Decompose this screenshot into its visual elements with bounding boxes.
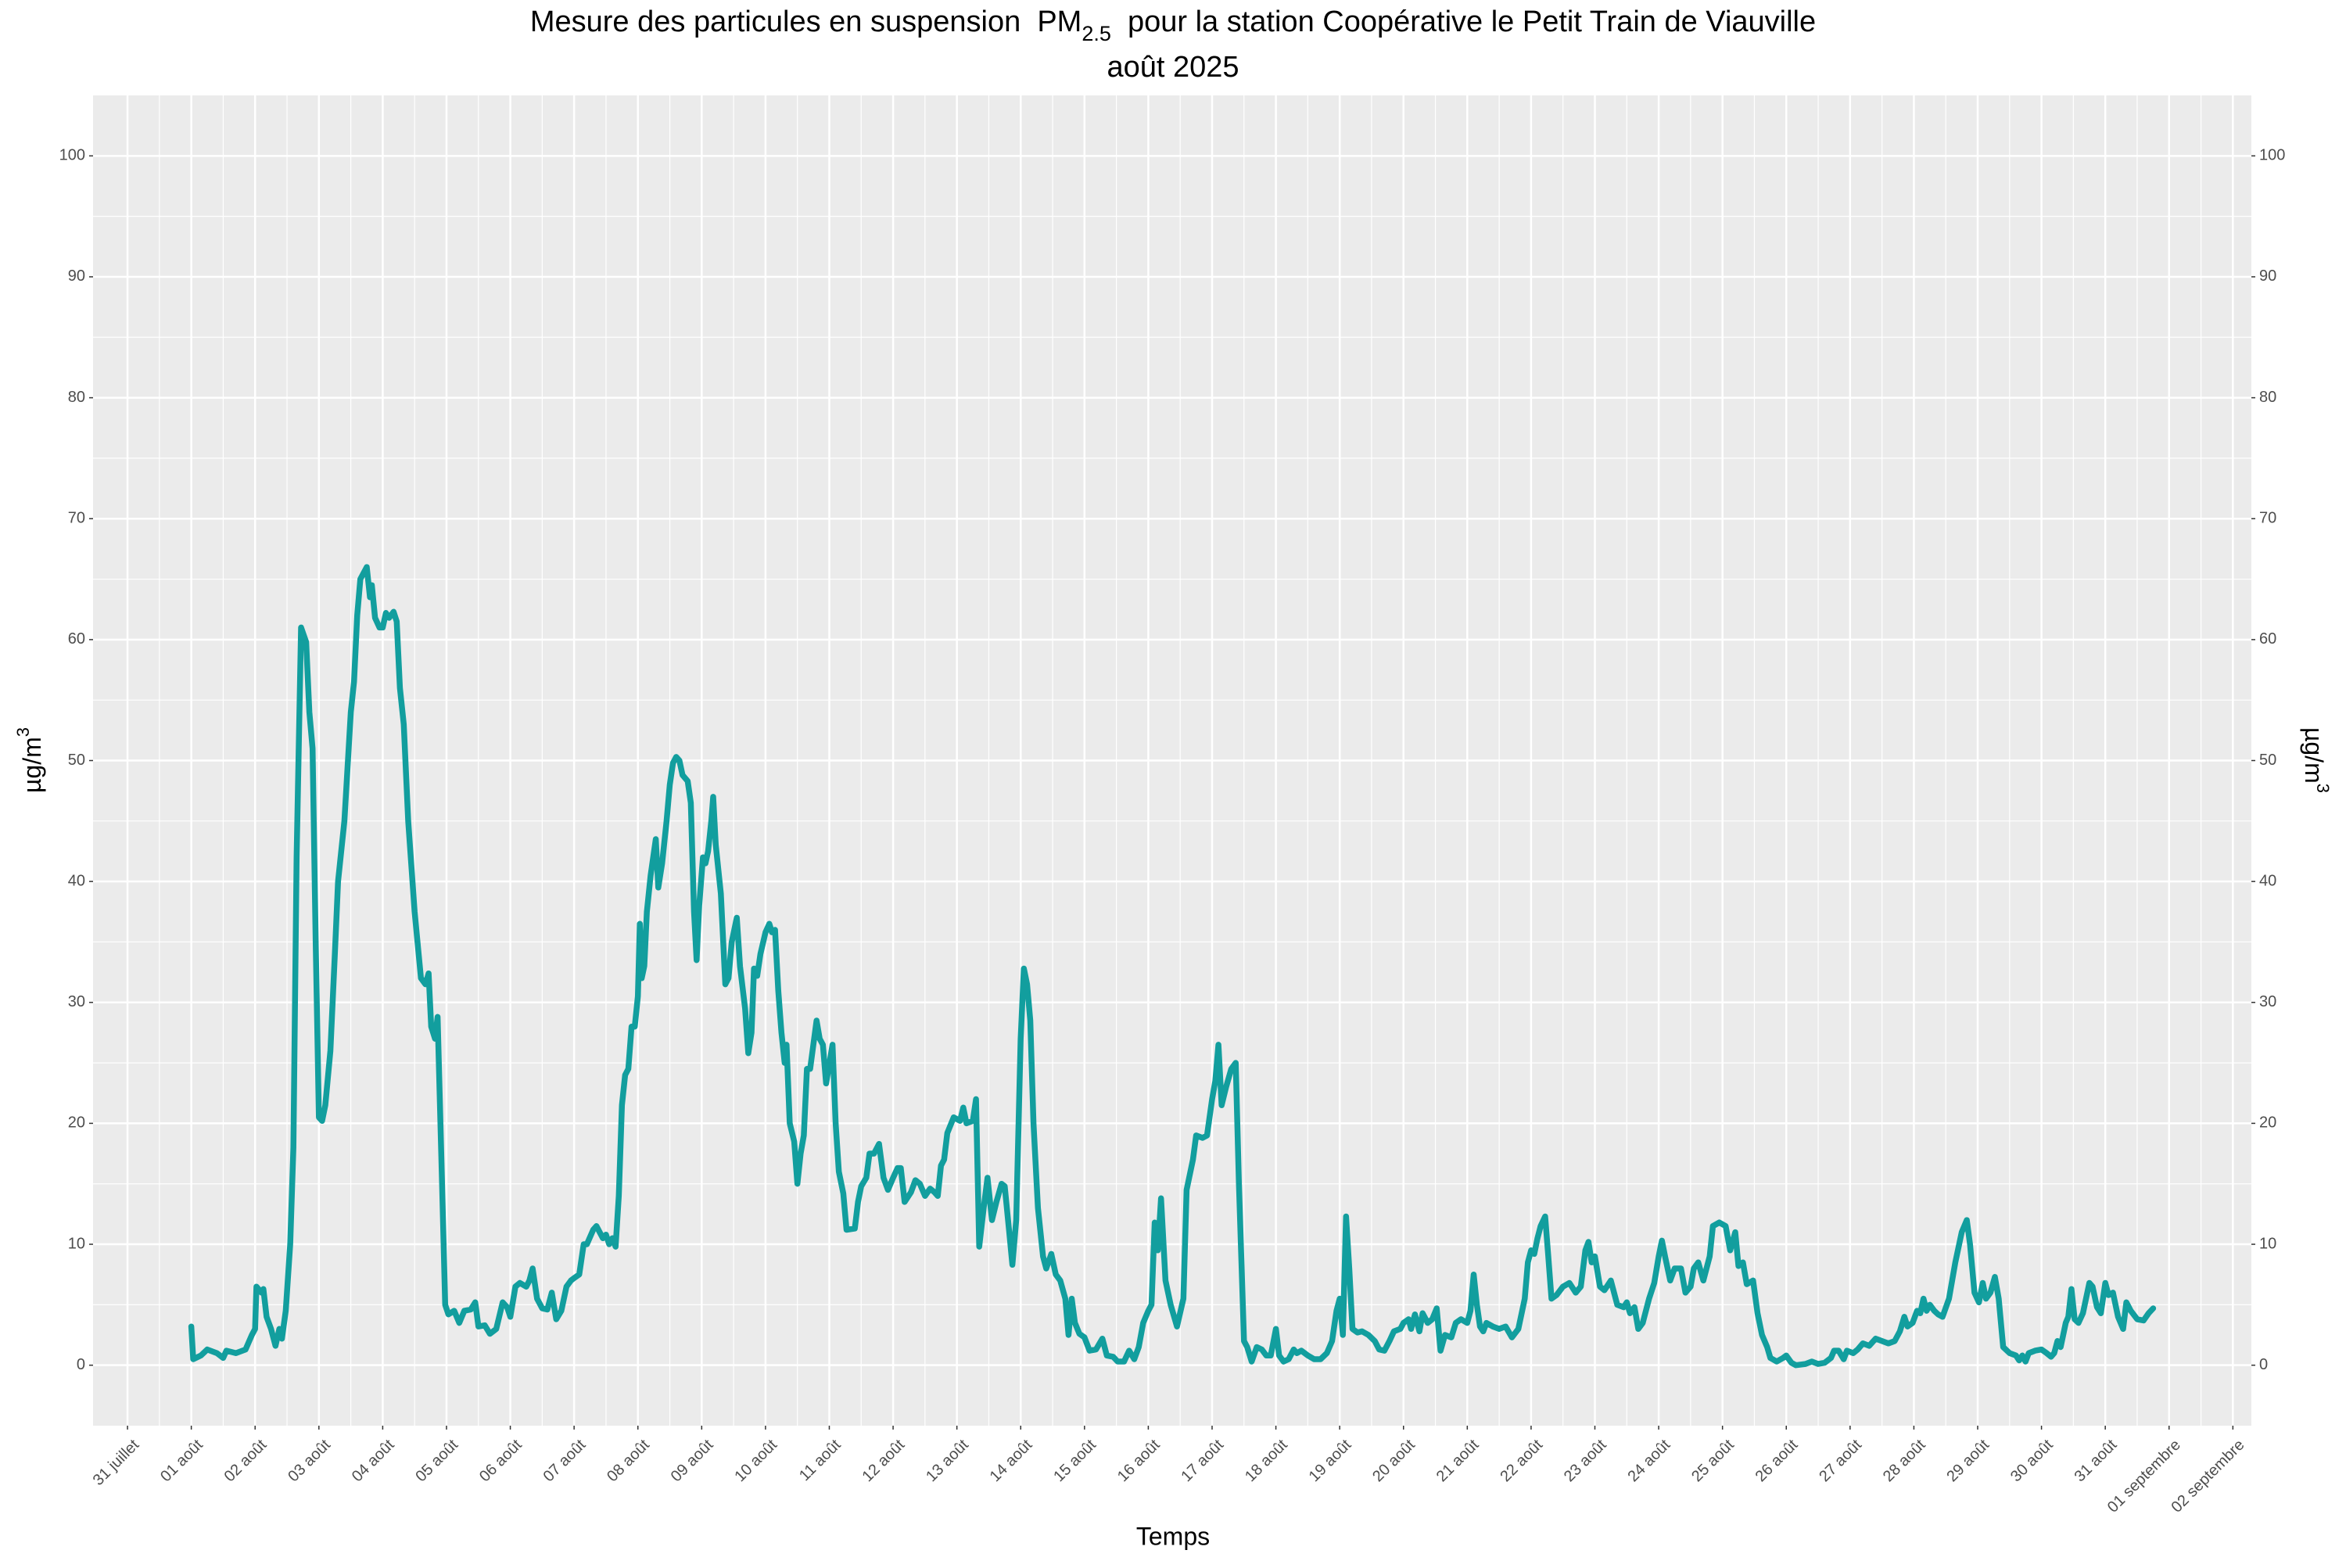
x-tick-label: 01 août xyxy=(157,1436,206,1485)
x-tick-label: 12 août xyxy=(859,1436,908,1485)
y2-tick-label: 70 xyxy=(2259,510,2276,527)
y2-tick-label: 60 xyxy=(2259,630,2276,648)
x-tick-label: 13 août xyxy=(923,1436,972,1485)
y2-tick-label: 100 xyxy=(2259,147,2285,164)
y-tick-label: 30 xyxy=(68,993,85,1010)
y-tick-label: 100 xyxy=(59,147,85,164)
y2-tick-label: 10 xyxy=(2259,1235,2276,1252)
y-tick-label: 20 xyxy=(68,1114,85,1132)
x-tick-label: 02 août xyxy=(221,1436,271,1485)
y-tick-label: 70 xyxy=(68,510,85,527)
y-tick-label: 40 xyxy=(68,872,85,889)
y2-axis-label-part: µg/m xyxy=(2300,727,2328,784)
title-part: pour la station Coopérative le Petit Tra… xyxy=(1111,5,1816,38)
x-tick-label: 27 août xyxy=(1816,1436,1865,1485)
x-tick-label: 08 août xyxy=(604,1436,653,1485)
y2-tick-label: 30 xyxy=(2259,993,2276,1010)
x-tick-label: 31 juillet xyxy=(90,1436,143,1489)
x-tick-label: 16 août xyxy=(1114,1436,1164,1485)
x-tick-label: 25 août xyxy=(1688,1436,1738,1485)
x-tick-label: 09 août xyxy=(668,1436,717,1485)
chart-title: Mesure des particules en suspension PM2.… xyxy=(530,5,1816,45)
y2-axis-label: µg/m3 xyxy=(2300,727,2333,793)
x-tick-label: 15 août xyxy=(1050,1436,1099,1485)
x-tick-label: 18 août xyxy=(1242,1436,1291,1485)
y-tick-label: 50 xyxy=(68,752,85,769)
y2-tick-label: 0 xyxy=(2259,1356,2268,1373)
x-tick-label: 30 août xyxy=(2007,1436,2057,1485)
y2-tick-label: 40 xyxy=(2259,872,2276,889)
x-tick-label: 31 août xyxy=(2072,1436,2121,1485)
y2-axis-label-superscript: 3 xyxy=(2313,784,2333,793)
y-tick-label: 0 xyxy=(77,1356,85,1373)
data-line xyxy=(188,564,2157,1369)
x-tick-label: 21 août xyxy=(1433,1436,1483,1485)
title-subscript: 2.5 xyxy=(1082,22,1111,45)
x-tick-label: 19 août xyxy=(1306,1436,1355,1485)
x-tick-label: 14 août xyxy=(987,1436,1036,1485)
y-tick-label: 10 xyxy=(68,1235,85,1252)
x-tick-label: 03 août xyxy=(285,1436,334,1485)
x-tick-label: 28 août xyxy=(1880,1436,1929,1485)
x-tick-label: 04 août xyxy=(349,1436,398,1485)
x-tick-label: 24 août xyxy=(1624,1436,1673,1485)
title-part: PM xyxy=(1037,5,1082,38)
title-part: Mesure des particules en suspension xyxy=(530,5,1037,38)
x-tick-label: 23 août xyxy=(1561,1436,1610,1485)
x-tick-label: 05 août xyxy=(412,1436,461,1485)
x-tick-label: 07 août xyxy=(540,1436,590,1485)
x-tick-label: 20 août xyxy=(1369,1436,1419,1485)
plot-area xyxy=(93,95,2251,1426)
x-axis-label: Temps xyxy=(1136,1522,1210,1550)
y2-tick-label: 50 xyxy=(2259,752,2276,769)
y-tick-label: 80 xyxy=(68,389,85,406)
x-tick-label: 26 août xyxy=(1752,1436,1802,1485)
x-tick-label: 29 août xyxy=(1943,1436,1993,1485)
chart-subtitle: août 2025 xyxy=(1107,51,1239,84)
x-tick-label: 11 août xyxy=(796,1436,845,1484)
y-tick-label: 90 xyxy=(68,267,85,285)
y2-tick-label: 90 xyxy=(2259,267,2276,285)
x-tick-label: 10 août xyxy=(731,1436,780,1485)
x-tick-label: 06 août xyxy=(476,1436,526,1485)
x-tick-label: 22 août xyxy=(1497,1436,1546,1485)
y-tick-label: 60 xyxy=(68,630,85,648)
y-axis-label-superscript: 3 xyxy=(13,727,33,737)
y2-tick-label: 20 xyxy=(2259,1114,2276,1132)
y2-tick-label: 80 xyxy=(2259,389,2276,406)
y-axis-label: µg/m3 xyxy=(13,727,46,793)
x-tick-label: 17 août xyxy=(1178,1436,1227,1485)
y-axis-label-part: µg/m xyxy=(18,737,46,793)
